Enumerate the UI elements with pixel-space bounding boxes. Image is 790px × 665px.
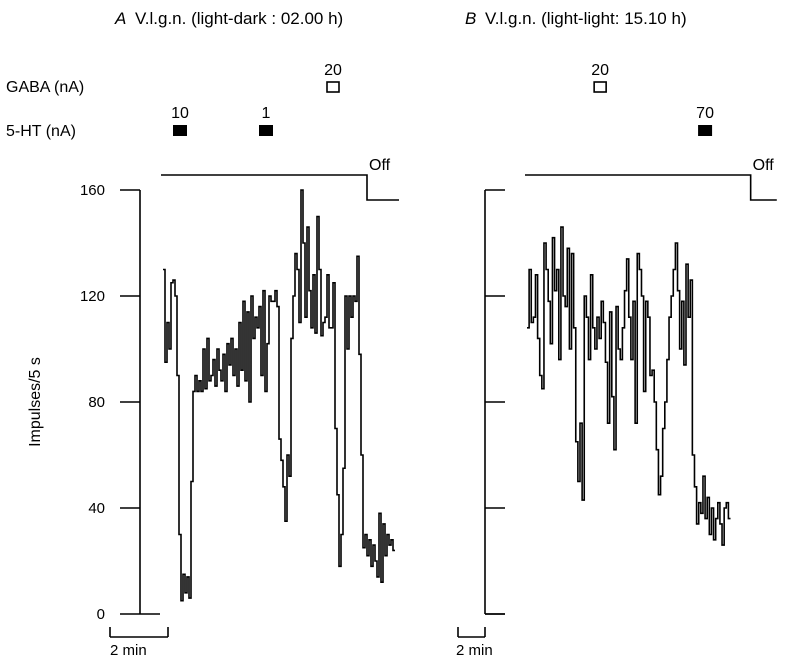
y-tick-label: 40 (88, 500, 105, 517)
panel-a-serotonin-marker (259, 125, 273, 136)
panel-b-firing-rate-trace (527, 226, 731, 546)
y-tick-label: 160 (80, 182, 105, 199)
panel-a-gaba-dose: 20 (324, 62, 342, 79)
panel-b-gaba-marker (593, 81, 607, 93)
panel-a-off-label: Off (369, 157, 391, 174)
panel-a-firing-rate-trace (163, 189, 395, 602)
panel-b-light-indicator (525, 174, 777, 201)
panel-a-title: V.l.g.n. (light-dark : 02.00 h) (135, 9, 343, 28)
y-tick-label: 120 (80, 288, 105, 305)
panel-b-serotonin-dose-1: 70 (696, 105, 714, 122)
panel-a-serotonin-dose-1: 10 (171, 105, 189, 122)
panel-b-serotonin-marker (698, 125, 713, 136)
panel-b-title: V.l.g.n. (light-light: 15.10 h) (485, 9, 687, 28)
chart-marks: 0 40 80 120 160 (80, 81, 777, 638)
serotonin-row-label: 5-HT (nA) (6, 123, 76, 140)
y-axis-label: Impulses/5 s (27, 357, 44, 447)
y-tick-label: 0 (97, 606, 105, 623)
panel-b-off-label: Off (753, 157, 775, 174)
panel-a-letter: A (114, 9, 126, 28)
panel-a-serotonin-dose-2: 1 (262, 105, 271, 122)
panel-a-light-indicator (161, 174, 399, 201)
panel-b-gaba-dose: 20 (591, 62, 609, 79)
panel-b-scale-bar-label: 2 min (456, 642, 493, 659)
panel-a-serotonin-marker (173, 125, 187, 136)
y-tick-label: 80 (88, 394, 105, 411)
panel-a-scale-bar-label: 2 min (110, 642, 147, 659)
panel-a-gaba-marker (326, 81, 340, 93)
gaba-row-label: GABA (nA) (6, 79, 84, 96)
panel-b-letter: B (465, 9, 476, 28)
